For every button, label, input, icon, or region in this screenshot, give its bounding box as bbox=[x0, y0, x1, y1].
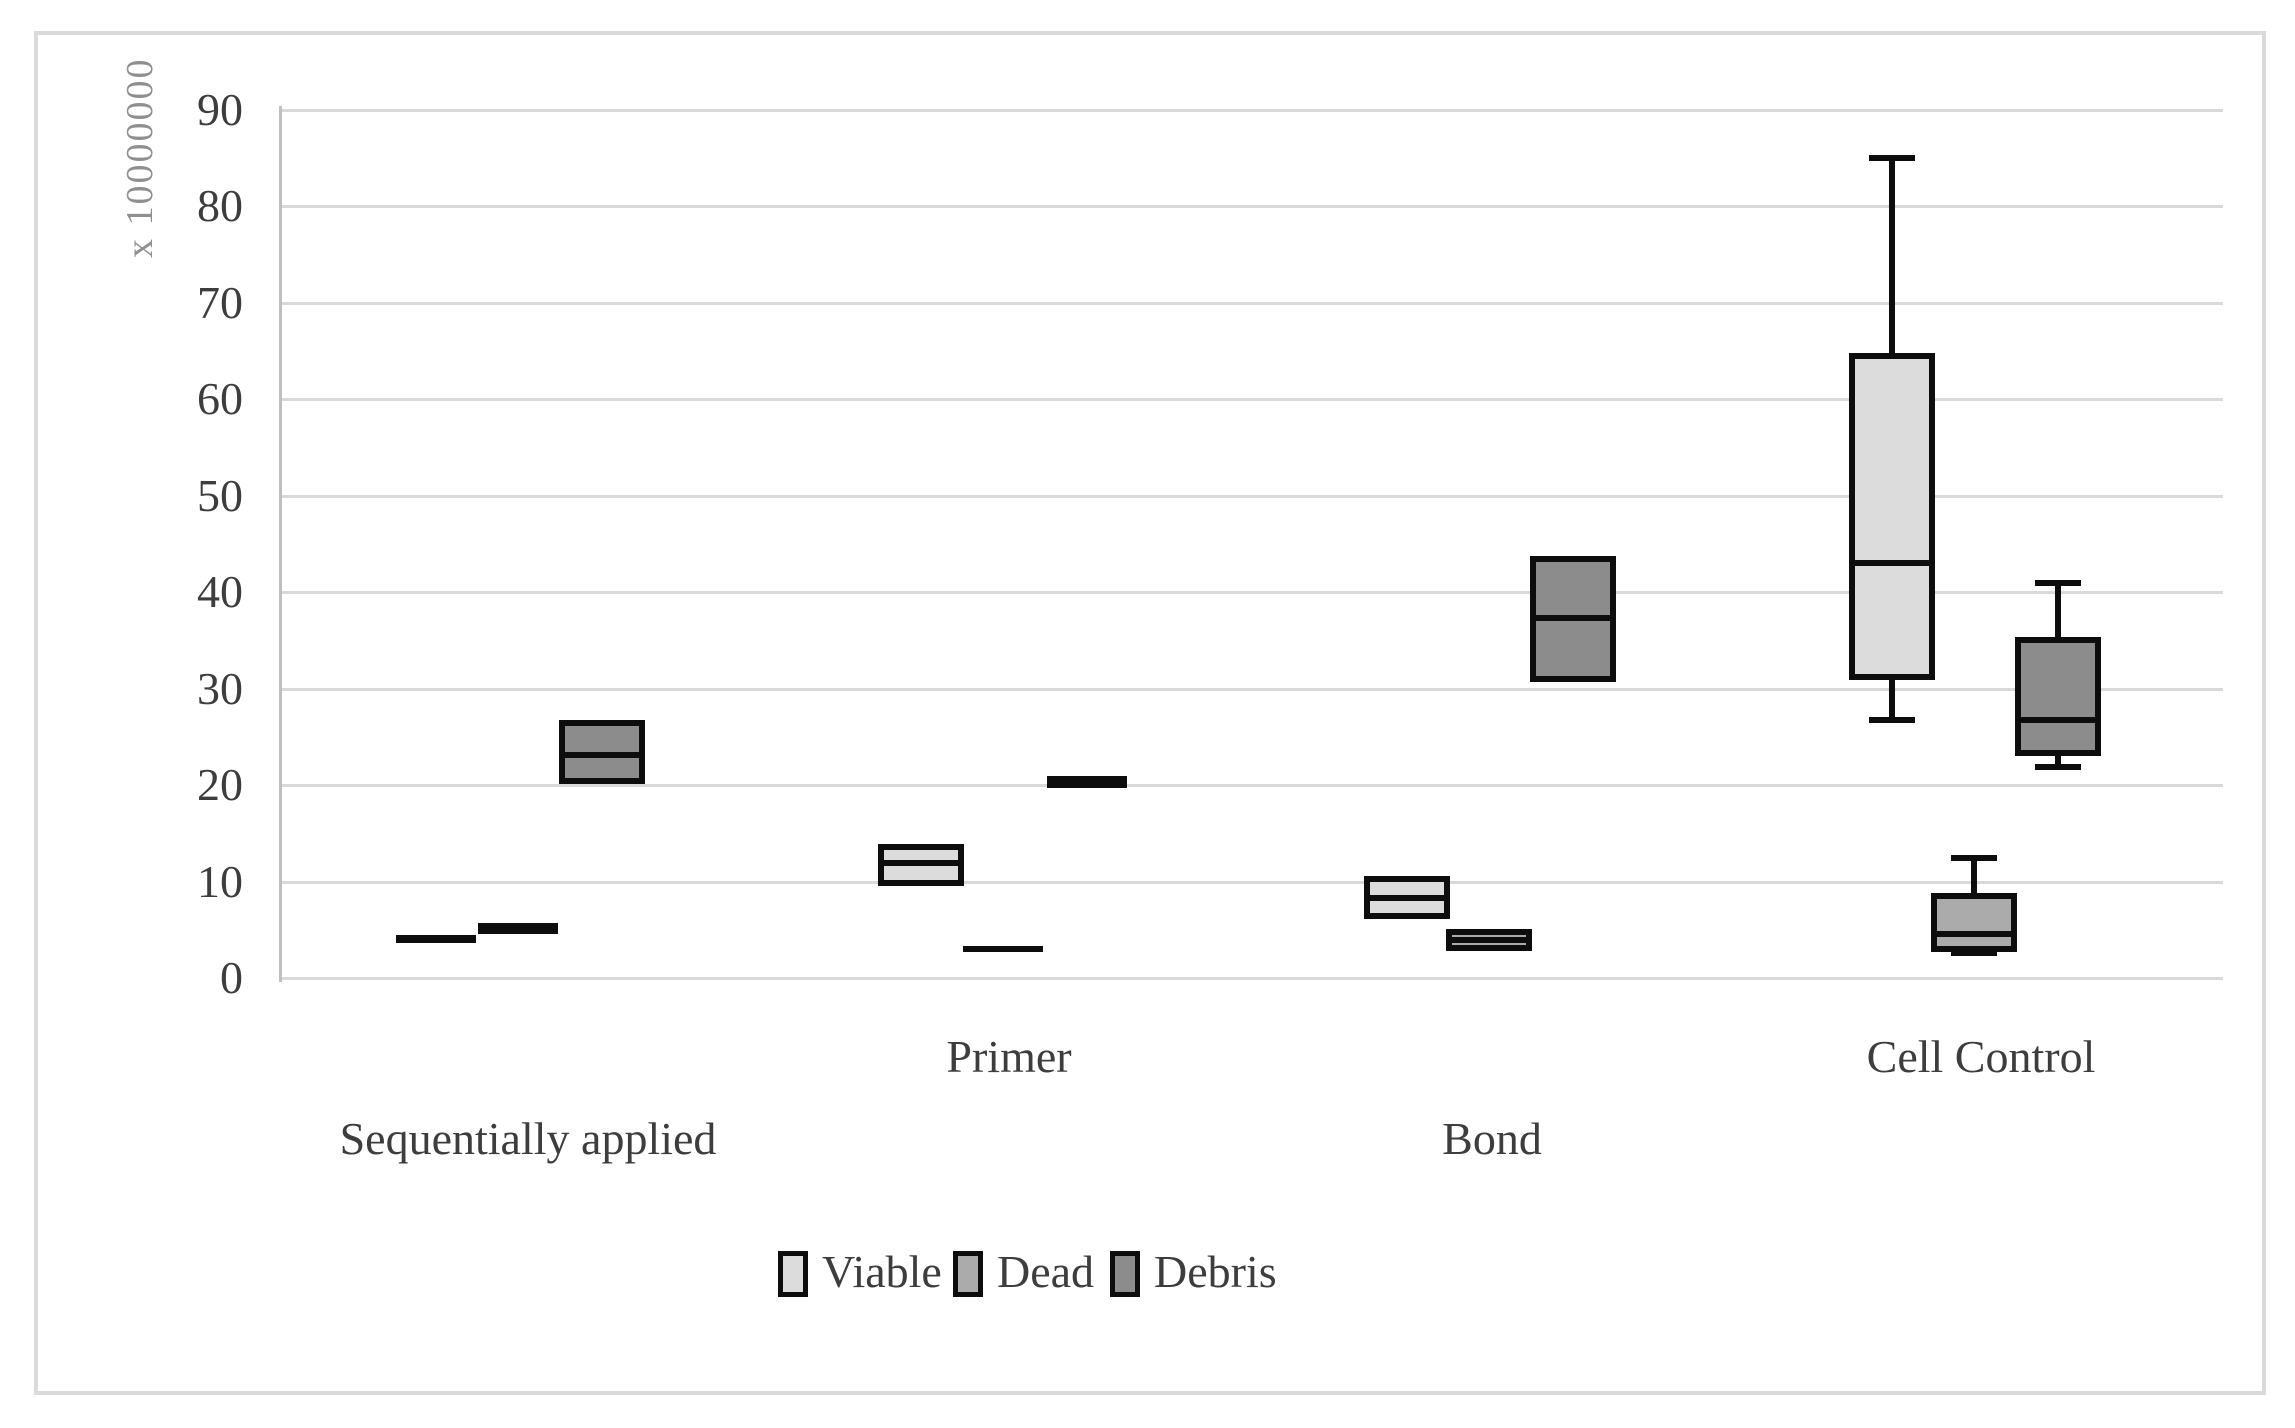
x-label-bond: Bond bbox=[1442, 1113, 1542, 1164]
gridline-70 bbox=[281, 301, 2223, 305]
legend-label-dead: Dead bbox=[997, 1246, 1095, 1297]
y-tick-label-90: 90 bbox=[197, 83, 243, 135]
boxplot-debris-sequentially-applied-median bbox=[561, 752, 642, 759]
gridline-50 bbox=[281, 494, 2223, 498]
gridline-0 bbox=[281, 977, 2223, 980]
y-tick-label-50: 50 bbox=[197, 469, 243, 521]
gridline-30 bbox=[281, 687, 2223, 691]
boxplot-viable-cell-control-min-cap bbox=[1869, 717, 1916, 724]
boxplot-dead-cell-control bbox=[1931, 893, 2018, 953]
gridline-20 bbox=[281, 784, 2223, 788]
boxplot-dead-cell-control-max-cap bbox=[1951, 855, 1998, 862]
boxplot-viable-cell-control-upper-whisker bbox=[1889, 158, 1896, 356]
legend-label-viable: Viable bbox=[822, 1246, 942, 1297]
boxplot-viable-cell-control-max-cap bbox=[1869, 155, 1916, 162]
boxplot-viable-cell-control bbox=[1849, 352, 1936, 681]
boxplot-viable-bond-median bbox=[1366, 894, 1447, 901]
gridline-60 bbox=[281, 398, 2223, 402]
boxplot-debris-cell-control-min-cap bbox=[2035, 763, 2082, 770]
y-tick-label-60: 60 bbox=[197, 373, 243, 425]
boxplot-debris-bond-median bbox=[1532, 615, 1613, 622]
gridline-10 bbox=[281, 880, 2223, 884]
y-tick-label-80: 80 bbox=[197, 180, 243, 232]
y-axis-unit-label: x 10000000 bbox=[119, 57, 161, 259]
boxplot-debris-cell-control-max-cap bbox=[2035, 579, 2082, 586]
boxplot-viable-cell-control-median bbox=[1852, 560, 1933, 567]
x-label-cell-control: Cell Control bbox=[1866, 1031, 2096, 1082]
y-tick-label-30: 30 bbox=[197, 662, 243, 714]
y-tick-label-20: 20 bbox=[197, 759, 243, 811]
boxplot-debris-cell-control-upper-whisker bbox=[2055, 582, 2062, 641]
gridline-40 bbox=[281, 591, 2223, 595]
boxplot-dead-bond-median bbox=[1448, 937, 1529, 944]
y-tick-label-10: 10 bbox=[197, 855, 243, 907]
boxplot-dead-cell-control-upper-whisker bbox=[1971, 858, 1978, 896]
boxplot-debris-primer bbox=[1047, 776, 1128, 788]
boxplot-dead-primer bbox=[963, 946, 1044, 953]
boxplot-dead-sequentially-applied bbox=[477, 923, 558, 934]
boxplot-viable-primer-median bbox=[881, 860, 962, 867]
y-axis-line bbox=[279, 105, 282, 982]
boxplot-debris-cell-control bbox=[2015, 637, 2102, 757]
gridline-90 bbox=[281, 108, 2223, 112]
legend-swatch-debris bbox=[1110, 1251, 1140, 1297]
boxplot-viable-cell-control-lower-whisker bbox=[1889, 677, 1896, 721]
legend-swatch-dead bbox=[953, 1251, 983, 1297]
legend-swatch-viable bbox=[778, 1251, 808, 1297]
y-tick-label-40: 40 bbox=[197, 566, 243, 618]
legend-label-debris: Debris bbox=[1154, 1246, 1277, 1297]
boxplot-viable-sequentially-applied bbox=[395, 934, 476, 944]
boxplot-dead-cell-control-median bbox=[1934, 930, 2015, 937]
boxplot-debris-cell-control-median bbox=[2018, 716, 2099, 723]
boxplot-debris-cell-control-lower-whisker bbox=[2055, 753, 2062, 767]
x-label-primer: Primer bbox=[946, 1031, 1072, 1082]
y-tick-label-0: 0 bbox=[220, 952, 243, 1003]
boxplot-dead-cell-control-min-cap bbox=[1951, 949, 1998, 956]
gridline-80 bbox=[281, 205, 2223, 209]
x-label-sequentially-applied: Sequentially applied bbox=[339, 1113, 717, 1164]
y-tick-label-70: 70 bbox=[197, 276, 243, 328]
